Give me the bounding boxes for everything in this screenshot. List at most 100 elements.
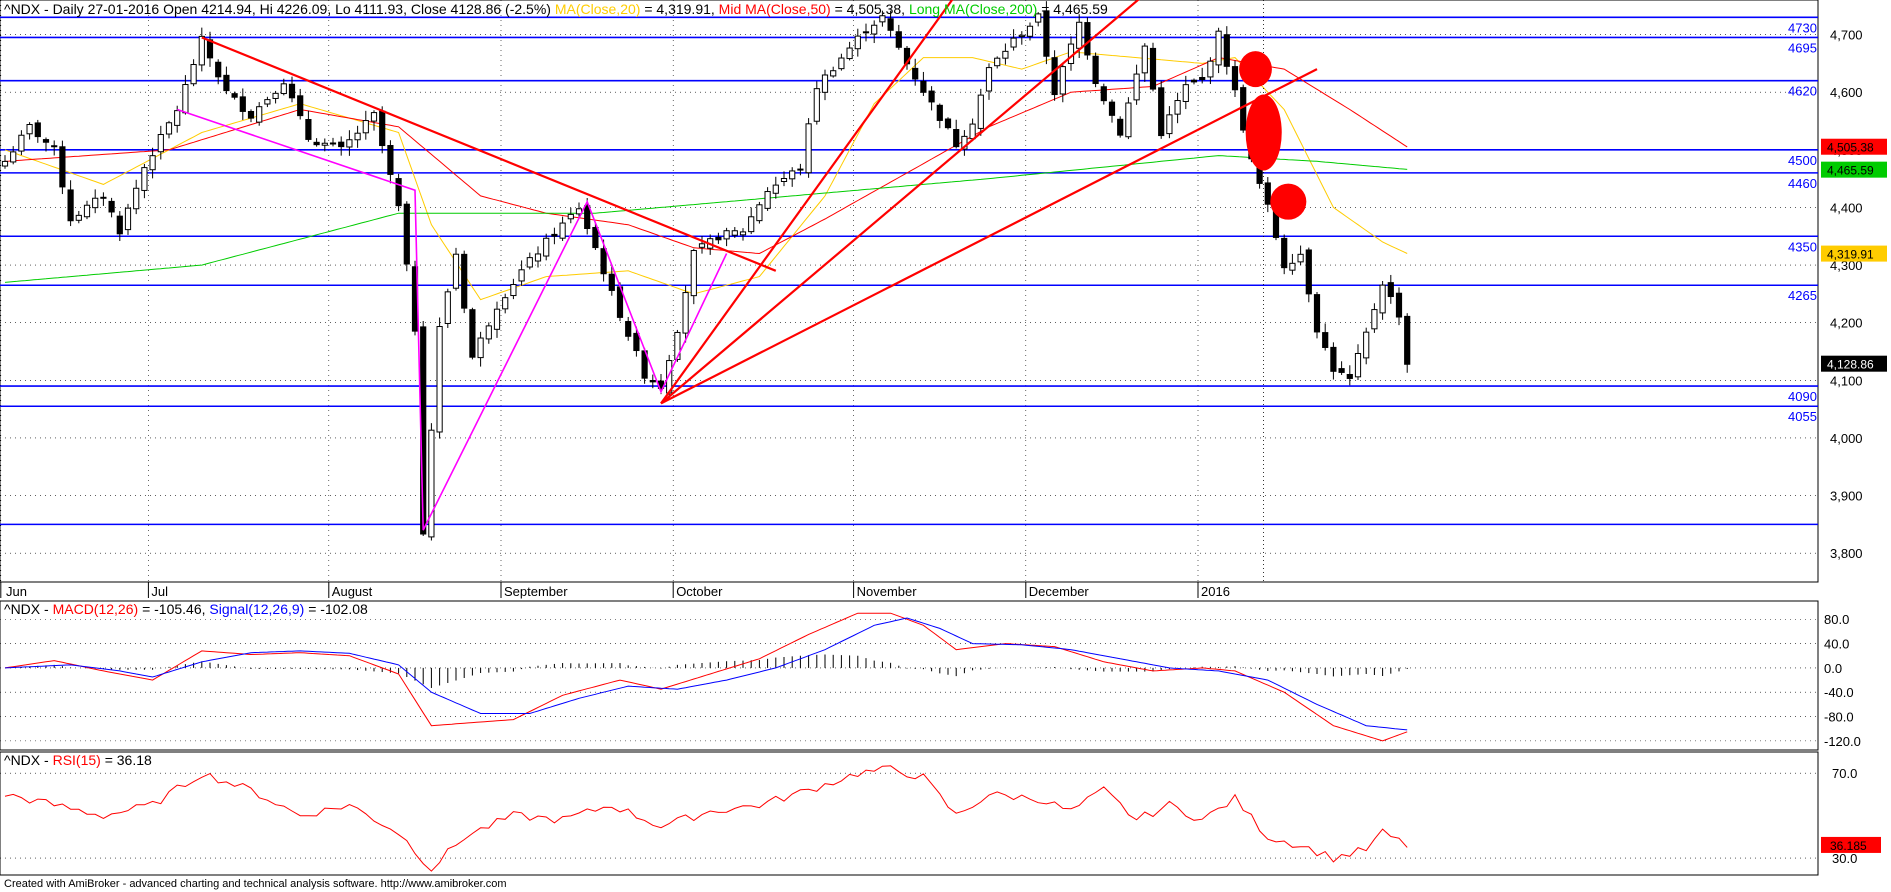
candle-body [830,70,837,77]
price-header-prefix: ^NDX - Daily 27-01-2016 Open 4214.94, Hi… [4,1,551,17]
candle-body [1108,101,1116,116]
candle-body [838,57,845,70]
candle-body [534,253,542,262]
candle-body [108,200,115,213]
candle-body [600,248,607,275]
candle-body [1199,76,1206,81]
price-y-tick: 3,900 [1830,489,1863,504]
candle-body [1330,346,1337,372]
month-label: December [1029,584,1090,599]
value-tag-label: 4,128.86 [1827,358,1874,372]
candle-body [1363,331,1370,359]
candle-body [871,24,878,35]
level-label: 4265 [1788,288,1817,303]
candle-body [75,214,82,221]
candle-body [625,321,632,337]
candle-body [510,284,517,297]
candle-body [920,80,927,93]
price-markers [1239,0,1307,582]
rsi-line [4,765,1408,872]
candle-body [1018,34,1025,38]
macd-header: ^NDX - MACD(12,26) = -105.46, Signal(12,… [4,601,368,617]
candle-body [1223,34,1230,67]
macd-y-axis: -120.0 -80.0 -40.0 0.0 40.0 80.0 [1824,612,1861,749]
price-panel: 4730 4695 4620 4500 4460 4350 4265 4090 4055 3,8… [0,0,1887,599]
candle-body [387,145,394,175]
candle-body [977,94,984,129]
candle-body [1043,10,1050,57]
candle-body [1182,84,1189,102]
macd-y-tick: 80.0 [1824,612,1849,627]
candle-body [1371,309,1378,330]
macd-grid [0,618,1818,742]
candle-body [772,184,779,194]
candle-body [215,61,222,78]
candle-body [165,122,173,135]
candle-body [1190,79,1198,83]
candle-body [288,83,296,99]
value-tag-label: 4,465.59 [1827,164,1874,178]
candle-body [887,18,894,31]
candle-body [395,178,402,207]
candle-body [1084,22,1091,56]
price-value-tags: 4,505.38 4,465.59 4,319.91 4,128.86 [1821,138,1887,372]
level-label: 4090 [1788,389,1817,404]
candle-body [1174,100,1181,115]
month-label: Jul [151,584,168,599]
candle-body [1158,87,1165,137]
price-y-tick: 4,000 [1830,431,1863,446]
trend-line [660,0,954,405]
candle-body [436,326,443,433]
ma200-value: = 4,465.59 [1041,1,1108,17]
candle-body [485,325,492,340]
candle-body [493,308,501,330]
candle-body [518,269,525,282]
macd-y-tick: -80.0 [1824,710,1854,725]
candle-body [1387,282,1394,298]
candle-body [1100,86,1107,102]
candle-body [764,191,771,209]
value-tag-bg [1821,355,1887,372]
candle-body [1354,352,1362,378]
candle-body [1289,262,1296,271]
candle-body [1379,284,1386,314]
ma50-label: Mid MA(Close,50) [719,1,831,17]
candle-body [1051,57,1058,96]
candle-body [1404,315,1411,365]
candle-body [1322,332,1329,348]
pattern-line [176,108,728,531]
signal-line [4,617,1408,731]
candle-body [231,93,238,98]
candle-body [10,151,17,163]
candle-body [51,145,58,148]
rsi-panel-frame [0,751,1819,876]
candle-body [1010,37,1017,48]
candle-body [313,141,320,146]
trend-line [660,68,1318,405]
candle-body [674,331,681,360]
candle-body [1166,114,1173,135]
signal-value: = -102.08 [308,601,368,617]
macd-y-tick: 0.0 [1824,661,1842,676]
ma20-value: = 4,319.91, [644,1,714,17]
candle-body [1264,182,1271,205]
candle-body [813,88,820,122]
month-label: October [676,584,723,599]
candle-body [452,253,460,289]
candle-body [690,250,697,297]
rsi-line [4,765,1408,872]
candle-body [731,230,738,236]
candle-body [502,297,509,310]
candle-body [748,216,755,233]
signal-label: Signal(12,26,9) [209,601,304,617]
price-y-tick: 4,100 [1830,373,1863,388]
candle-body [26,124,33,135]
candle-body [715,236,722,241]
value-tag-bg [1821,245,1887,262]
price-header: ^NDX - Daily 27-01-2016 Open 4214.94, Hi… [4,1,1108,17]
candle-body [92,197,99,209]
candle-body [994,57,1001,67]
candle-body [1281,237,1288,269]
candle-body [42,139,50,143]
candle-body [256,106,263,123]
